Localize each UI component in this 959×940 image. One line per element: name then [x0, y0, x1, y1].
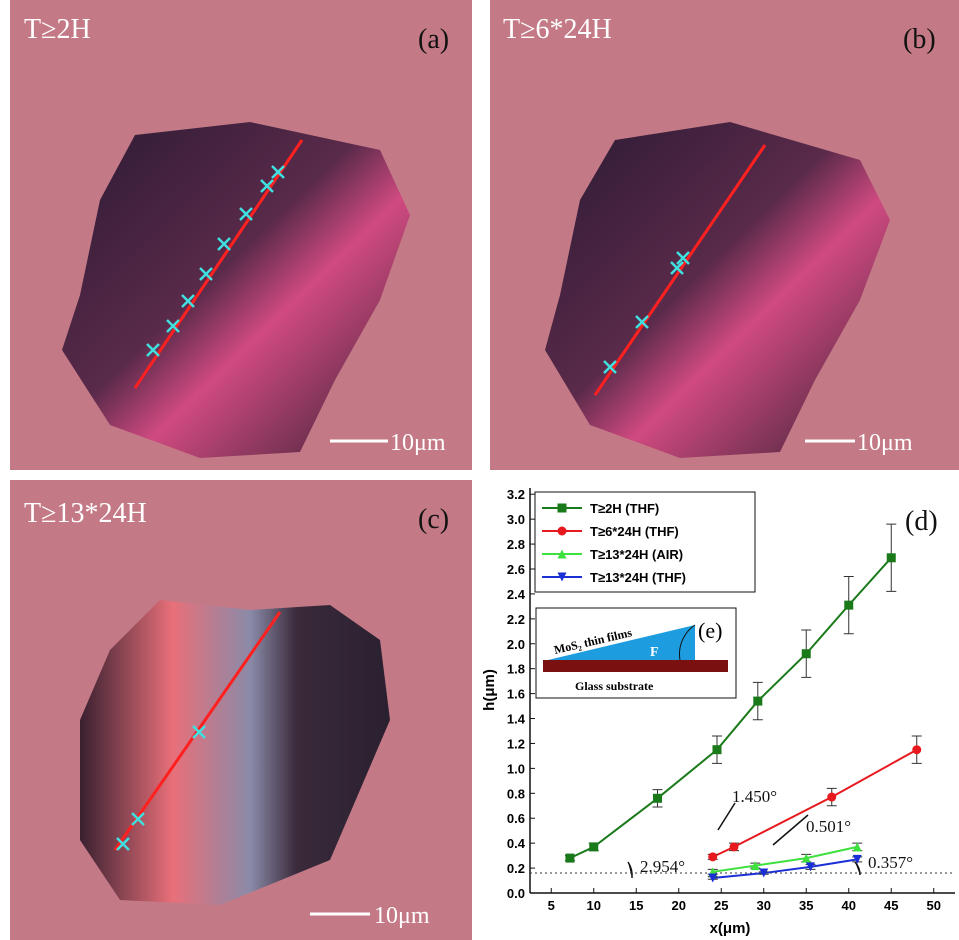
y-tick-label: 0.6	[507, 811, 525, 826]
x-tick-label: 25	[714, 898, 728, 913]
x-tick-label: 40	[842, 898, 856, 913]
panel-label: T≥2H	[24, 14, 91, 45]
scale-label: 10μm	[390, 430, 446, 456]
y-tick-label: 1.4	[507, 712, 526, 727]
y-tick-label: 0.2	[507, 861, 525, 876]
series-line	[570, 558, 891, 858]
legend-label: T≥13*24H (AIR)	[590, 547, 683, 562]
y-tick-label: 2.8	[507, 537, 525, 552]
data-point	[730, 842, 739, 851]
x-tick-label: 10	[587, 898, 601, 913]
data-point	[558, 527, 567, 536]
data-point	[827, 793, 836, 802]
x-tick-label: 45	[884, 898, 898, 913]
y-tick-label: 3.2	[507, 487, 525, 502]
data-point	[753, 697, 762, 706]
legend-label: T≥13*24H (THF)	[590, 570, 686, 585]
panel-b: T≥6*24H (b) 10μm	[490, 0, 959, 470]
substrate	[543, 660, 728, 672]
data-point	[653, 794, 662, 803]
x-tick-label: 5	[548, 898, 555, 913]
y-tick-label: 2.6	[507, 562, 525, 577]
y-tick-label: 0.4	[507, 836, 526, 851]
x-tick-label: 20	[672, 898, 686, 913]
y-tick-label: 0.0	[507, 886, 525, 901]
legend-label: T≥2H (THF)	[590, 501, 659, 516]
angle-annotation: 1.450°	[732, 787, 777, 806]
x-tick-label: 15	[629, 898, 643, 913]
y-tick-label: 1.8	[507, 662, 525, 677]
x-tick-label: 35	[799, 898, 813, 913]
figure: T≥2H (a) 10μm T≥6*24H (b) 10μm T≥13*24H …	[0, 0, 959, 940]
panel-label: T≥13*24H	[24, 498, 147, 529]
y-axis-label: h(μm)	[481, 669, 498, 711]
data-point	[558, 504, 567, 513]
panel-a: T≥2H (a) 10μm	[10, 0, 472, 470]
x-axis-label: x(μm)	[710, 920, 751, 937]
panel-tag: (b)	[903, 24, 936, 55]
y-tick-label: 1.0	[507, 761, 525, 776]
force-label: F	[650, 645, 659, 660]
y-tick-label: 1.2	[507, 736, 525, 751]
angle-annotation: 0.501°	[806, 817, 851, 836]
x-tick-label: 30	[757, 898, 771, 913]
data-point	[708, 852, 717, 861]
panel-tag: (a)	[418, 24, 449, 55]
y-tick-label: 2.0	[507, 637, 525, 652]
data-point	[802, 649, 811, 658]
x-tick-label: 50	[927, 898, 941, 913]
y-tick-label: 3.0	[507, 512, 525, 527]
data-point	[589, 842, 598, 851]
data-point	[844, 601, 853, 610]
scale-label: 10μm	[374, 903, 430, 929]
legend-label: T≥6*24H (THF)	[590, 524, 679, 539]
panel-tag: (d)	[905, 506, 938, 537]
panel-c: T≥13*24H (c) 10μm	[10, 480, 472, 940]
substrate-label: Glass substrate	[575, 679, 654, 693]
data-point	[713, 745, 722, 754]
angle-annotation: 0.357°	[868, 853, 913, 872]
y-tick-label: 2.2	[507, 612, 525, 627]
panel-label: T≥6*24H	[503, 14, 612, 45]
data-point	[912, 745, 921, 754]
panel-tag: (c)	[418, 504, 449, 535]
data-point	[565, 854, 574, 863]
data-point	[887, 553, 896, 562]
y-tick-label: 1.6	[507, 687, 525, 702]
inset-tag: (e)	[698, 618, 722, 643]
y-tick-label: 0.8	[507, 786, 525, 801]
scale-label: 10μm	[857, 430, 913, 456]
y-tick-label: 2.4	[507, 587, 526, 602]
inset: MoS₂ thin films F Glass substrate (e)	[536, 608, 736, 698]
